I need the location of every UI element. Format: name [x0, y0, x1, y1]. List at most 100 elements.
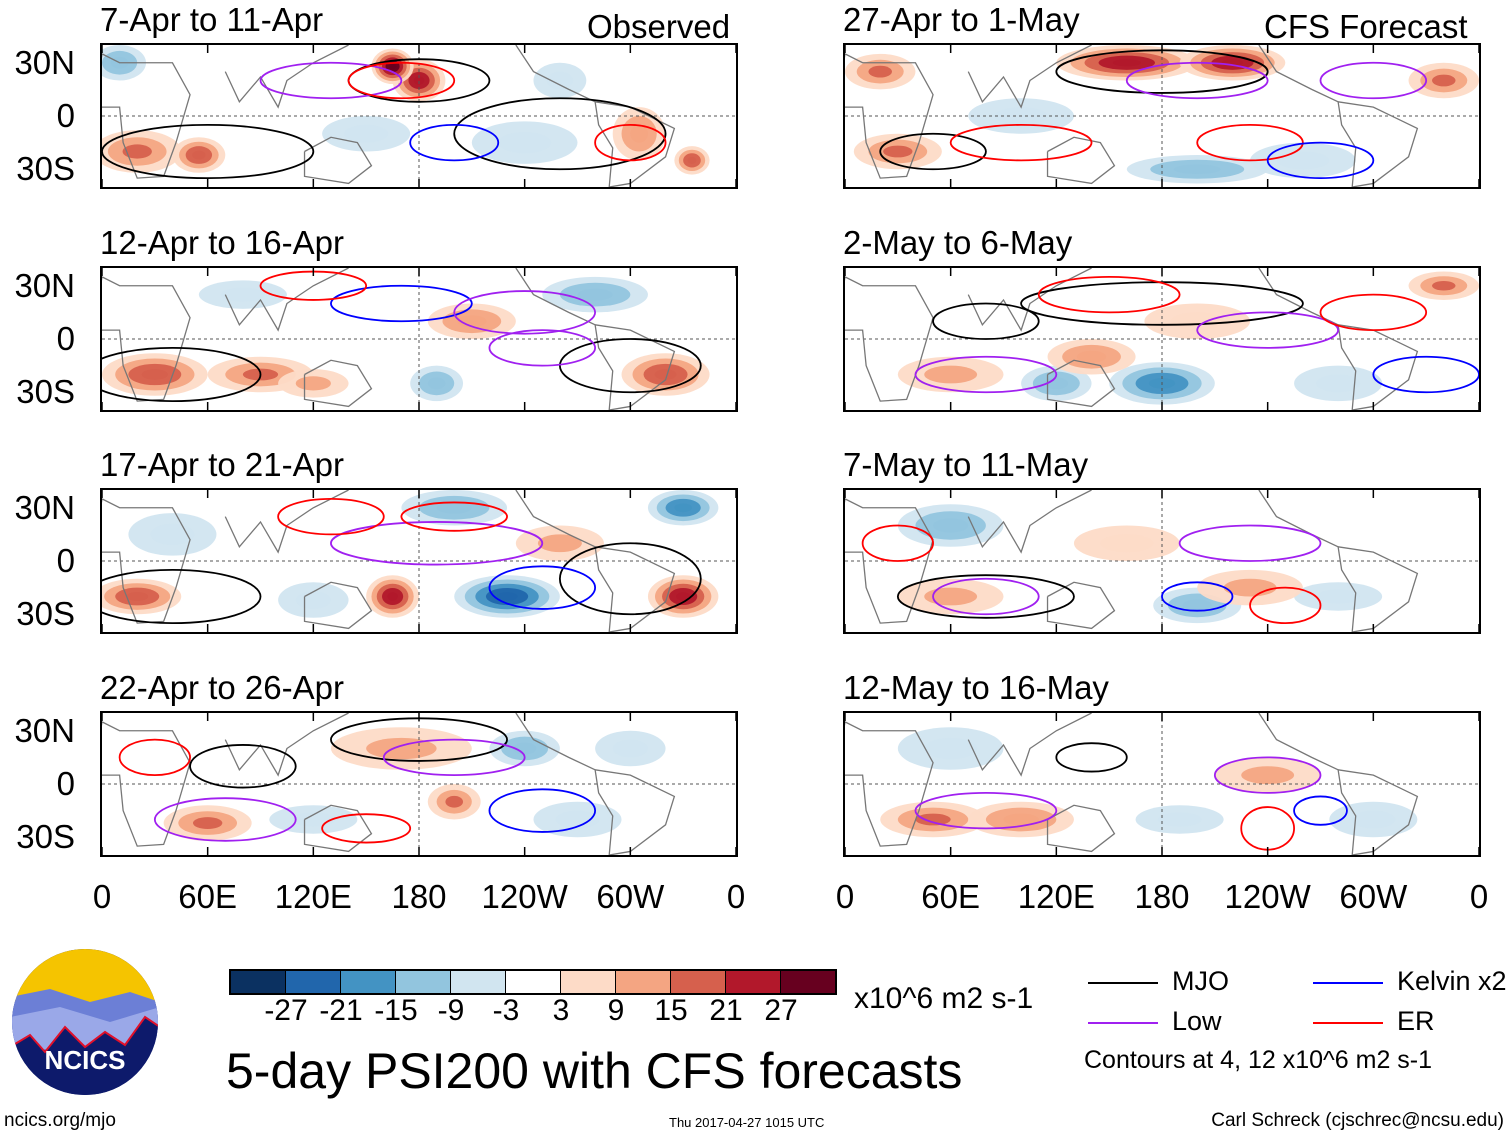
- mjo-contour: [189, 744, 297, 789]
- coastline: [224, 713, 349, 777]
- lat-label: 30S: [16, 150, 75, 188]
- low-contour: [914, 791, 1058, 830]
- coastline: [1046, 359, 1116, 408]
- mjo-contour: [932, 302, 1040, 340]
- map-panel: [843, 266, 1481, 412]
- kelvin-contour: [409, 123, 500, 162]
- kelvin-contour: [1293, 795, 1348, 826]
- forecast-label: CFS Forecast: [1264, 8, 1468, 45]
- coastline: [1046, 136, 1116, 185]
- low-contour: [1213, 756, 1322, 794]
- er-contour: [594, 123, 667, 162]
- coastline: [967, 713, 1092, 777]
- kelvin-contour: [1266, 141, 1375, 180]
- lat-label: 30N: [14, 711, 75, 749]
- lat-label: 0: [56, 97, 75, 134]
- er-contour: [1319, 293, 1428, 332]
- map-panel: [843, 711, 1481, 857]
- anomaly-shading: [1044, 377, 1069, 390]
- anomaly-shading: [933, 518, 969, 533]
- panel-title: 2-May to 6-May: [843, 224, 1073, 261]
- lon-label: 0: [92, 878, 112, 915]
- legend-label: MJO: [1172, 966, 1229, 996]
- low-contour: [330, 521, 544, 566]
- coastline: [515, 268, 614, 410]
- anomaly-shading: [1432, 281, 1456, 291]
- panel-title: 7-May to 11-May: [843, 446, 1089, 483]
- coastline: [1046, 581, 1116, 630]
- anomaly-shading: [1173, 164, 1221, 174]
- coastline: [303, 359, 373, 408]
- colorbar-tick: -9: [437, 994, 465, 1027]
- lon-label: 180: [391, 878, 447, 915]
- footer-url[interactable]: ncics.org/mjo: [4, 1110, 116, 1131]
- er-contour: [277, 497, 385, 536]
- mjo-contour: [879, 132, 987, 171]
- coastline: [303, 136, 373, 185]
- colorbar-swatch: [231, 971, 286, 993]
- anomaly-shading: [436, 501, 472, 514]
- anomaly-shading: [192, 150, 206, 160]
- coastline: [515, 490, 614, 632]
- map-panel: [843, 43, 1481, 189]
- anomaly-shading: [192, 817, 223, 829]
- colorbar-swatch: [396, 971, 451, 993]
- coastline: [515, 713, 614, 855]
- anomaly-shading: [1182, 599, 1212, 612]
- anomaly-shading: [389, 63, 397, 70]
- anomaly-shading: [1112, 59, 1141, 67]
- anomaly-shading: [1316, 589, 1361, 604]
- coastline: [224, 490, 349, 554]
- lon-label: 60E: [921, 878, 981, 915]
- legend-line: [1313, 1022, 1383, 1024]
- low-contour: [1196, 311, 1340, 349]
- lat-label: 0: [56, 320, 75, 357]
- anomaly-shading: [141, 369, 169, 380]
- mjo-contour: [558, 542, 702, 616]
- anomaly-shading: [924, 587, 978, 606]
- er-contour: [1196, 123, 1304, 162]
- coastline: [1338, 546, 1419, 632]
- anomaly-shading: [1100, 534, 1154, 553]
- lon-label: 0: [835, 878, 855, 915]
- anomaly-shading: [676, 592, 691, 601]
- anomaly-shading: [883, 145, 913, 158]
- anomaly-shading: [445, 795, 464, 808]
- colorbar-swatch: [616, 971, 671, 993]
- anomaly-shading: [555, 810, 600, 829]
- low-contour: [453, 290, 597, 335]
- colorbar-tick: -15: [374, 994, 418, 1027]
- anomaly-shading: [496, 592, 518, 601]
- panel-title: 7-Apr to 11-Apr: [100, 1, 324, 38]
- panel-title: 17-Apr to 21-Apr: [100, 446, 344, 483]
- er-contour: [1037, 275, 1181, 314]
- colorbar-swatch: [561, 971, 616, 993]
- coastline: [595, 324, 676, 410]
- coastline: [102, 276, 191, 402]
- colorbar: [229, 969, 837, 995]
- panel-title: 22-Apr to 26-Apr: [100, 669, 344, 706]
- footer-author: Carl Schreck (cjschrec@ncsu.edu): [1211, 1110, 1504, 1131]
- anomaly-shading: [1432, 74, 1456, 87]
- anomaly-shading: [512, 742, 537, 755]
- coastline: [845, 498, 934, 624]
- kelvin-contour: [1161, 581, 1234, 612]
- colorbar-swatch: [506, 971, 561, 993]
- kelvin-contour: [488, 565, 597, 610]
- colorbar-tick: 21: [709, 994, 743, 1027]
- low-contour: [153, 797, 297, 842]
- lat-label: 30S: [16, 595, 75, 633]
- anomaly-shading: [924, 365, 978, 384]
- legend-label: Kelvin x2: [1397, 966, 1507, 996]
- anomaly-shading: [654, 369, 677, 380]
- mjo-contour: [102, 346, 262, 403]
- colorbar-tick: 9: [607, 994, 625, 1027]
- footer-timestamp: Thu 2017-04-27 1015 UTC: [669, 1115, 825, 1130]
- er-contour: [949, 123, 1093, 162]
- anomaly-shading: [630, 124, 648, 143]
- anomaly-shading: [915, 813, 951, 826]
- coastline: [515, 45, 614, 187]
- low-contour: [1319, 61, 1428, 100]
- mjo-contour: [102, 123, 315, 180]
